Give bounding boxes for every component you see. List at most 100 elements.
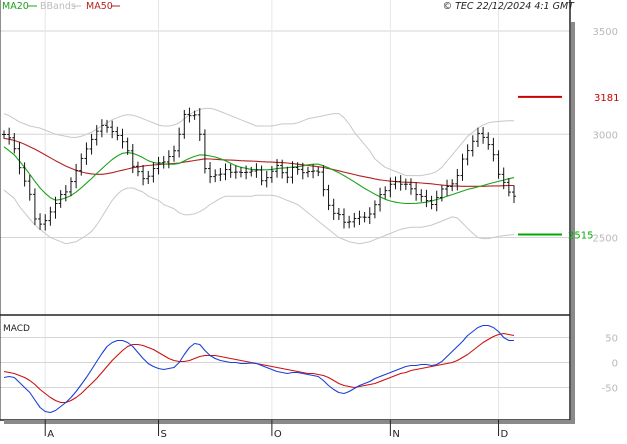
legend: MA20 BBands MA50 — [2, 1, 120, 12]
price-bar — [362, 212, 367, 223]
price-bar — [17, 142, 22, 175]
x-tick-label: D — [501, 429, 509, 440]
support-level-label: 2515 — [568, 230, 593, 241]
price-bar — [326, 184, 331, 211]
price-bar — [300, 162, 305, 180]
bband-lower-line — [3, 187, 515, 245]
price-bar — [58, 190, 63, 208]
price-bar — [177, 127, 182, 158]
price-bar — [151, 162, 156, 183]
price-bar — [156, 156, 161, 175]
macd-title: MACD — [3, 324, 30, 334]
price-bar — [192, 110, 197, 120]
macd-tick-label: 0 — [612, 359, 618, 370]
price-bar — [259, 165, 264, 186]
price-bar — [481, 127, 486, 144]
price-bar — [161, 156, 166, 169]
price-tick-label: 3000 — [593, 130, 618, 141]
price-bar — [311, 164, 316, 179]
price-bar — [501, 167, 506, 190]
price-bar — [135, 161, 140, 177]
price-bar — [388, 177, 393, 198]
price-bar — [506, 178, 511, 197]
price-bar — [32, 188, 37, 225]
price-bar — [244, 165, 249, 180]
price-bar — [94, 125, 99, 146]
price-bar — [68, 177, 73, 197]
legend-bbands: BBands — [40, 1, 76, 12]
price-bar — [208, 162, 213, 184]
price-bar — [22, 162, 27, 187]
price-bar — [172, 145, 176, 162]
legend-ma20: MA20 — [2, 1, 29, 12]
price-bar — [470, 135, 475, 157]
price-bar — [398, 175, 403, 191]
price-bar — [342, 208, 346, 229]
price-bar — [254, 163, 259, 178]
price-bar — [331, 198, 336, 220]
price-bar — [228, 164, 233, 178]
price-bar — [141, 165, 146, 186]
price-bar — [486, 132, 491, 150]
price-tick-label: 2500 — [593, 234, 618, 245]
price-bar — [105, 119, 110, 133]
price-bar — [269, 166, 274, 183]
price-bar — [79, 153, 84, 176]
price-bar — [218, 168, 223, 182]
ma50-line — [3, 137, 514, 187]
price-bar — [475, 127, 480, 148]
x-tick-label: N — [392, 429, 399, 440]
price-bar — [295, 162, 300, 175]
price-bar — [316, 166, 321, 177]
price-bar — [336, 207, 341, 221]
price-bar — [89, 133, 94, 155]
price-bar — [249, 166, 254, 177]
price-bar — [182, 109, 187, 139]
price-bar — [285, 166, 290, 184]
price-bar — [383, 186, 388, 199]
ma20-line — [3, 146, 515, 205]
price-bar — [2, 130, 6, 139]
price-bar — [321, 165, 326, 197]
price-bar — [84, 142, 89, 165]
price-bar — [408, 178, 413, 195]
price-bar — [465, 144, 470, 166]
price-bar — [63, 185, 68, 202]
price-bar — [146, 170, 151, 184]
macd-plot-area — [3, 324, 515, 414]
price-bar — [455, 168, 460, 191]
price-bar — [491, 137, 496, 162]
price-bar — [120, 128, 125, 149]
macd-tick-label: 50 — [605, 334, 618, 345]
price-bar — [275, 159, 280, 178]
price-bar — [403, 178, 408, 190]
price-bar — [166, 150, 171, 169]
price-bar — [460, 153, 465, 181]
price-bar — [197, 108, 202, 142]
price-bar — [115, 126, 120, 141]
price-bar — [512, 185, 516, 203]
price-bar — [367, 207, 372, 225]
price-bar — [450, 179, 455, 192]
price-bar — [280, 159, 285, 179]
x-tick-label: O — [274, 429, 282, 440]
price-bar — [445, 179, 450, 196]
price-bar — [290, 161, 295, 184]
price-bar — [110, 120, 115, 139]
price-bar — [53, 196, 58, 219]
price-bar — [419, 189, 424, 202]
macd-line — [3, 324, 514, 414]
price-bar — [202, 129, 207, 174]
price-bar — [213, 169, 218, 183]
price-bar — [357, 210, 362, 225]
price-bar — [434, 190, 439, 212]
price-bar — [372, 200, 377, 219]
x-tick-label: A — [47, 429, 54, 440]
price-bar — [27, 174, 32, 201]
price-bar — [414, 182, 419, 201]
price-bar — [264, 170, 269, 188]
price-bar — [378, 187, 383, 212]
price-bar — [187, 107, 192, 123]
